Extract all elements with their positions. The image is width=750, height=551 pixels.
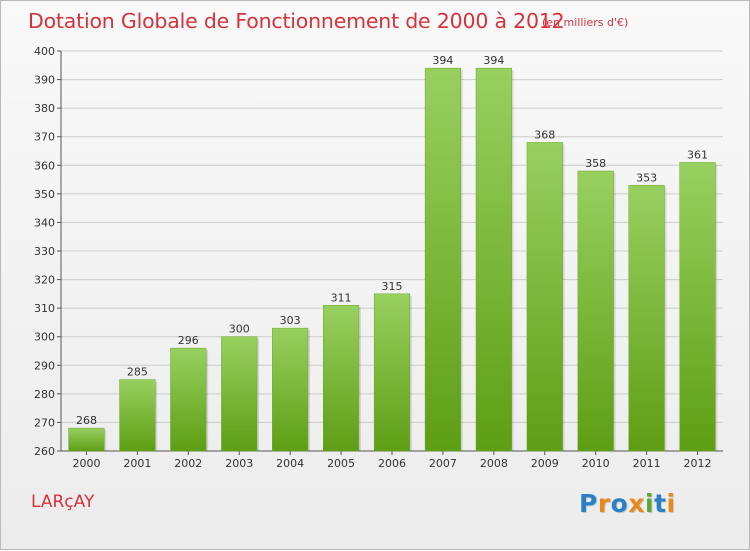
data-label: 358 — [585, 157, 606, 170]
y-tick-label: 360 — [34, 159, 55, 172]
x-tick-label: 2004 — [276, 457, 304, 470]
x-tick-label: 2001 — [123, 457, 151, 470]
y-tick-label: 310 — [34, 302, 55, 315]
data-label: 361 — [687, 148, 708, 161]
data-label: 368 — [534, 128, 555, 141]
bars — [68, 67, 718, 452]
bar — [323, 305, 360, 452]
bar — [628, 185, 665, 452]
bar — [475, 67, 512, 452]
bar — [272, 327, 309, 452]
chart-title: Dotation Globale de Fonctionnement de 20… — [28, 9, 565, 33]
y-tick-label: 300 — [34, 331, 55, 344]
bar — [577, 170, 614, 452]
y-tick-label: 320 — [34, 274, 55, 287]
data-label: 394 — [483, 54, 504, 67]
data-label: 394 — [432, 54, 453, 67]
data-label: 311 — [331, 291, 352, 304]
y-tick-label: 390 — [34, 74, 55, 87]
x-tick-label: 2002 — [174, 457, 202, 470]
data-label: 285 — [127, 366, 148, 379]
y-tick-label: 340 — [34, 216, 55, 229]
bar — [373, 293, 411, 452]
bar — [119, 379, 156, 452]
y-tick-label: 290 — [34, 359, 55, 372]
x-tick-label: 2005 — [327, 457, 355, 470]
y-tick-label: 330 — [34, 245, 55, 258]
x-tick-label: 2008 — [480, 457, 508, 470]
commune-name: LARçAY — [31, 492, 95, 512]
labels: 260 270 280 290 300 310 320 330 340 350 360 370 380 3… — [34, 45, 712, 470]
x-tick-label: 2012 — [684, 457, 712, 470]
bar — [221, 336, 258, 452]
y-tick-label: 280 — [34, 388, 55, 401]
x-tick-label: 2011 — [633, 457, 661, 470]
data-label: 303 — [280, 314, 301, 327]
y-tick-label: 380 — [34, 102, 55, 115]
bar — [68, 427, 105, 452]
x-tick-label: 2006 — [378, 457, 406, 470]
bar — [679, 162, 716, 452]
y-tick-label: 270 — [34, 416, 55, 429]
data-label: 296 — [178, 334, 199, 347]
x-tick-label: 2009 — [531, 457, 559, 470]
x-tick-label: 2000 — [72, 457, 100, 470]
proxiti-logo: Proxiti — [579, 489, 676, 518]
data-label: 353 — [636, 171, 657, 184]
chart-subtitle: (en milliers d'€) — [542, 16, 629, 29]
y-tick-label: 350 — [34, 188, 55, 201]
y-tick-label: 400 — [34, 45, 55, 58]
y-tick-label: 370 — [34, 131, 55, 144]
x-tick-label: 2010 — [582, 457, 610, 470]
bar — [170, 347, 207, 452]
data-label: 315 — [382, 280, 403, 293]
bar — [424, 67, 461, 452]
y-tick-label: 260 — [34, 445, 55, 458]
x-tick-label: 2007 — [429, 457, 457, 470]
x-tick-label: 2003 — [225, 457, 253, 470]
bar — [526, 142, 563, 452]
data-label: 268 — [76, 414, 97, 427]
data-label: 300 — [229, 323, 250, 336]
